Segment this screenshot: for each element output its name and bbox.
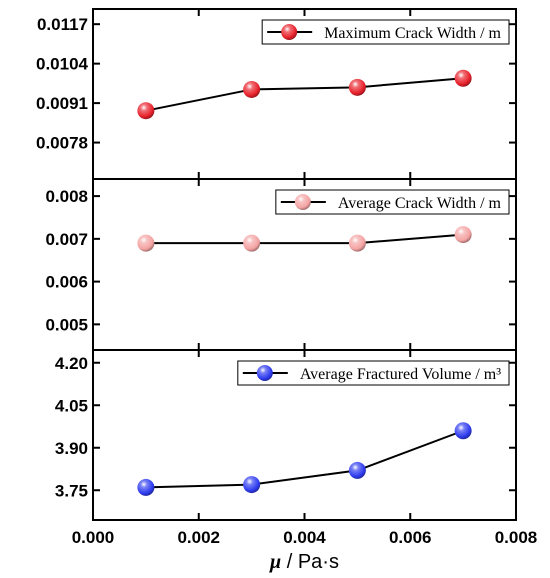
panel-max-crack: 0.0078 0.0091 0.0104 0.0117 Maximum Crack Wi…	[36, 8, 517, 180]
y-tick-label: 3.90	[55, 439, 88, 458]
data-point	[243, 234, 261, 252]
y-tick-label: 0.005	[45, 315, 88, 334]
x-tick-label: 0.006	[389, 528, 432, 547]
legend-label: Average Fractured Volume / m³	[300, 366, 501, 383]
y-tick-label: 0.006	[45, 273, 88, 292]
data-point	[137, 234, 155, 252]
x-tick-label: 0.002	[177, 528, 220, 547]
data-point	[243, 80, 261, 98]
legend-marker	[281, 24, 298, 40]
legend-label: Maximum Crack Width / m	[324, 25, 501, 42]
panel-avg-volume: 3.75 3.90 4.05 4.20 Average Fractured Volume…	[55, 349, 517, 521]
y-tick-label: 4.05	[55, 396, 88, 415]
y-tick-label: 0.0078	[36, 134, 88, 153]
series-line	[145, 233, 464, 245]
legend-marker	[256, 365, 273, 381]
y-tick-label: 0.0091	[36, 94, 88, 113]
x-tick-label: 0.004	[283, 528, 326, 547]
y-tick-label: 0.0117	[37, 15, 88, 34]
legend-label: Average Crack Width / m	[338, 195, 502, 212]
series-line	[145, 429, 464, 489]
data-point	[348, 461, 366, 479]
x-axis-unit: / Pa·s	[281, 551, 339, 573]
x-axis-symbol: μ	[269, 551, 281, 573]
series-line	[145, 77, 464, 112]
data-point	[137, 478, 155, 496]
legend-marker	[294, 194, 311, 210]
y-tick-label: 0.007	[45, 230, 88, 249]
y-tick-label: 3.75	[55, 481, 88, 500]
y-tick-label: 4.20	[55, 354, 88, 373]
data-point	[454, 69, 472, 87]
y-tick-label: 0.0104	[36, 55, 89, 74]
data-point	[454, 422, 472, 440]
data-point	[454, 226, 472, 244]
data-point	[348, 234, 366, 252]
y-tick-label: 0.008	[45, 187, 88, 206]
panel-avg-crack: 0.005 0.006 0.007 0.008 Average Crack Width …	[45, 178, 517, 351]
x-tick-label: 0.008	[495, 528, 538, 547]
data-point	[137, 102, 155, 120]
data-point	[243, 476, 261, 494]
data-point	[348, 78, 366, 96]
x-axis-label: μ / Pa·s	[269, 551, 339, 573]
x-tick-label: 0.000	[72, 528, 115, 547]
